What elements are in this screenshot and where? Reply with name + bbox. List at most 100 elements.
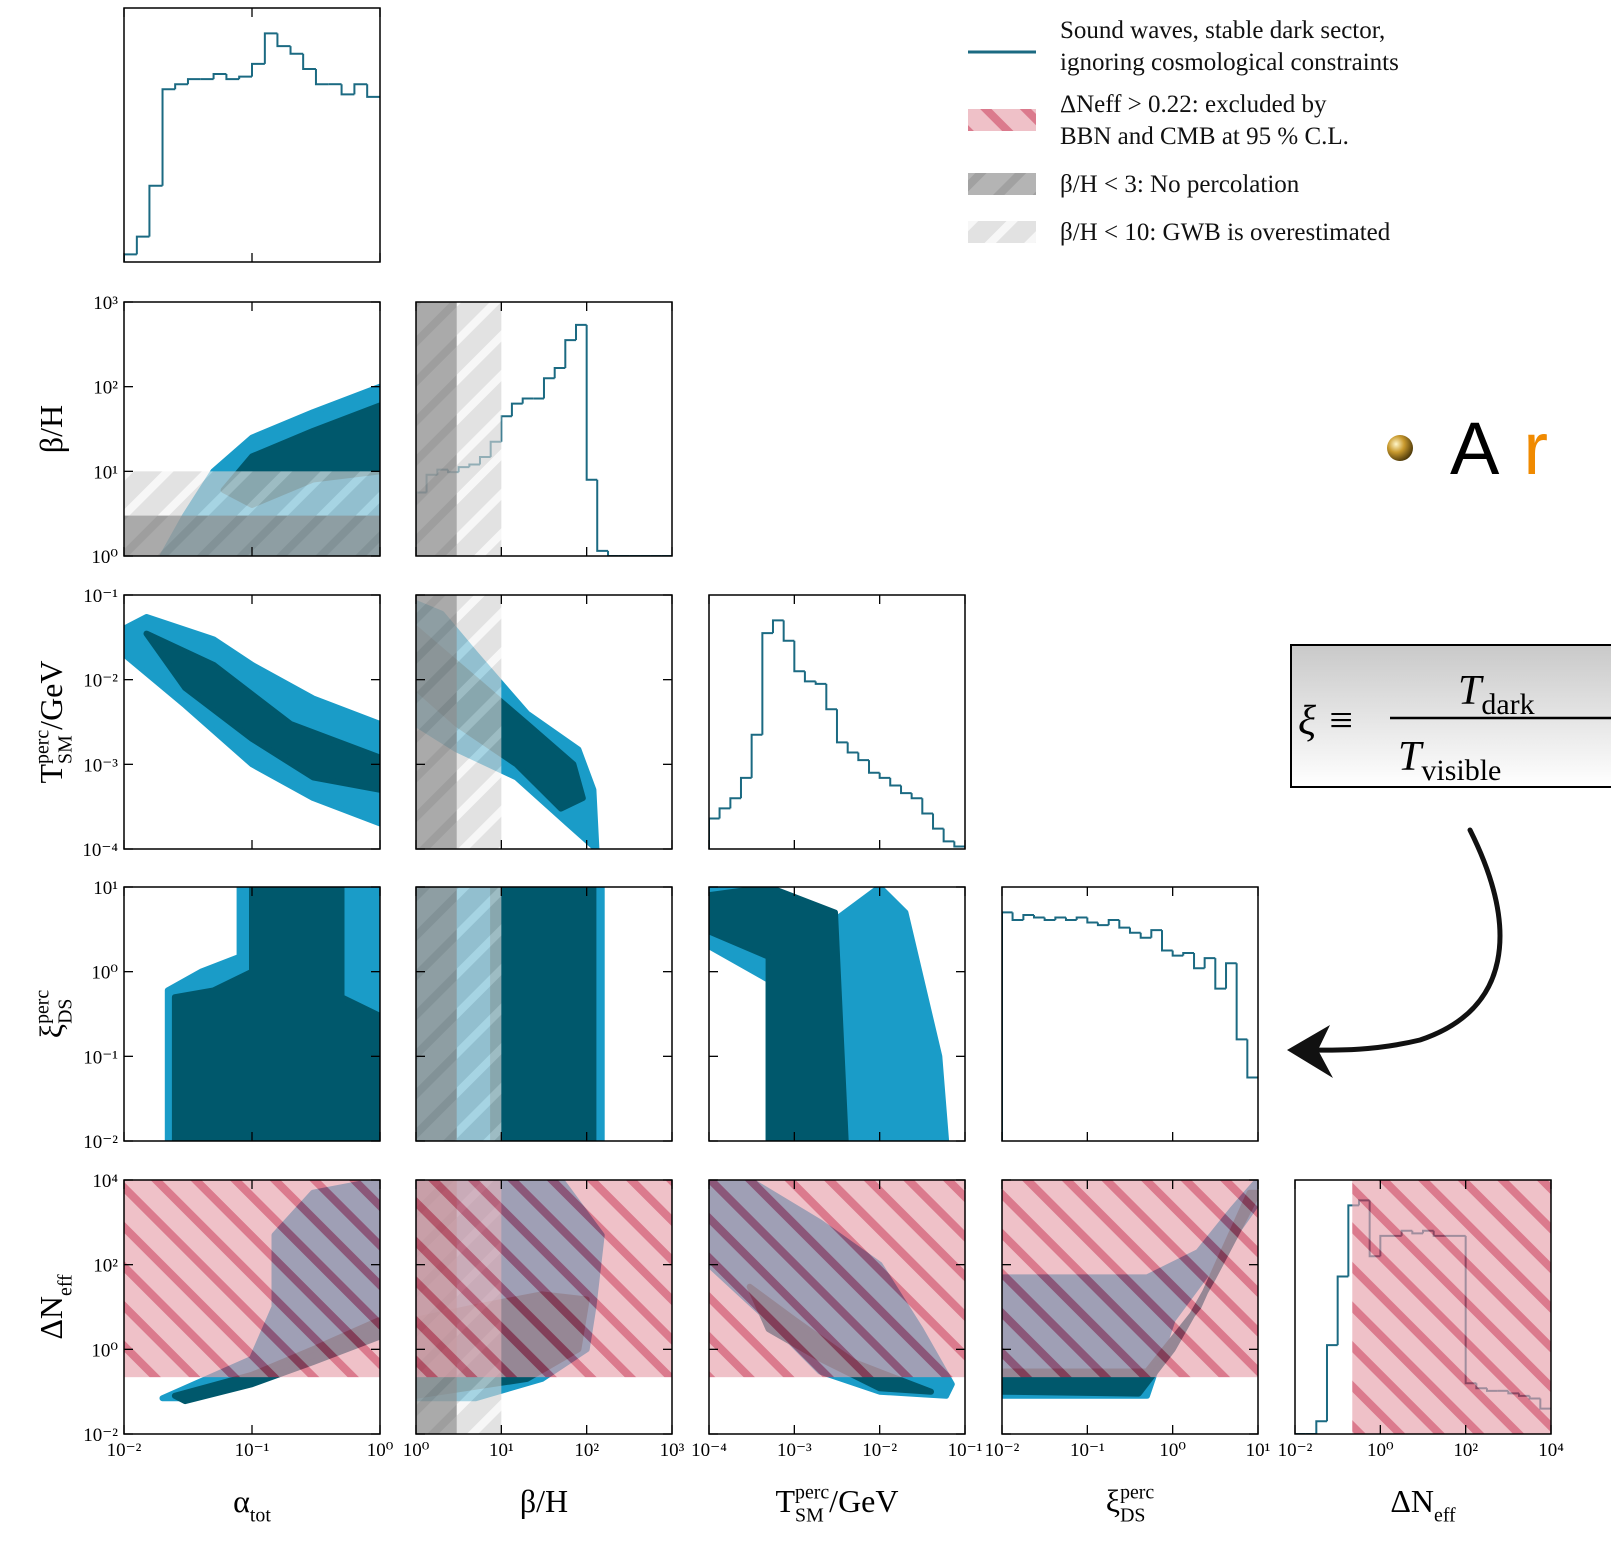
y-axis-label: β/H bbox=[33, 405, 69, 453]
hist-step bbox=[263, 32, 278, 64]
y-tick-label: 10⁻² bbox=[83, 1132, 118, 1153]
hist-step bbox=[878, 772, 891, 779]
histogram bbox=[709, 619, 965, 849]
y-tick-label: 10² bbox=[93, 378, 118, 399]
x-tick-label: 10⁴ bbox=[1538, 1440, 1564, 1461]
hist-step bbox=[553, 367, 566, 379]
supscript: perc bbox=[32, 730, 54, 764]
label-part: ΔN bbox=[1390, 1483, 1434, 1519]
x-tick-label: 10¹ bbox=[1246, 1440, 1271, 1461]
hist-step bbox=[857, 752, 870, 762]
panel-frame bbox=[708, 594, 966, 850]
hist-step bbox=[889, 777, 902, 787]
hist-step bbox=[739, 776, 752, 799]
hist-step bbox=[276, 33, 291, 48]
hist-step bbox=[1107, 919, 1120, 926]
hist-step bbox=[814, 681, 827, 685]
heading-word: r bbox=[1523, 407, 1548, 490]
x-tick-label: 10⁻¹ bbox=[948, 1440, 983, 1461]
x-tick-label: 10⁻² bbox=[1278, 1440, 1313, 1461]
hist-step bbox=[1315, 1420, 1327, 1434]
hist-step bbox=[212, 73, 227, 80]
hist-step bbox=[1118, 920, 1130, 929]
y-tick-label: 10⁻² bbox=[83, 671, 118, 692]
y-tick-label: 10⁰ bbox=[91, 1340, 118, 1361]
label-part: β/H bbox=[520, 1483, 568, 1519]
hist-step bbox=[1022, 913, 1034, 921]
label-part: /GeV bbox=[33, 661, 69, 730]
hist-step bbox=[729, 797, 741, 809]
legend-label: ignoring cosmological constraints bbox=[1060, 49, 1399, 76]
hist-step bbox=[596, 479, 609, 552]
label-part: T bbox=[776, 1483, 796, 1519]
hist-step bbox=[1182, 952, 1195, 956]
contour-panel bbox=[124, 614, 380, 827]
subscript: eff bbox=[1434, 1505, 1456, 1527]
exclusion-region bbox=[416, 887, 457, 1141]
formula-lhs: ξ ≡ bbox=[1298, 698, 1355, 744]
hist-step bbox=[900, 785, 912, 795]
x-tick-label: 10⁰ bbox=[367, 1440, 394, 1461]
x-tick-label: 10⁻² bbox=[107, 1440, 142, 1461]
hist-step bbox=[1235, 963, 1248, 1041]
hist-step bbox=[1214, 958, 1227, 990]
formula-numerator: Tdark bbox=[1458, 668, 1535, 721]
x-tick-label: 10⁰ bbox=[1367, 1440, 1394, 1461]
label-part: α bbox=[233, 1483, 250, 1519]
contour-level bbox=[171, 887, 380, 1141]
hist-step bbox=[251, 62, 265, 77]
hist-step bbox=[868, 760, 880, 774]
hist-step bbox=[575, 323, 587, 341]
y-tick-label: 10⁰ bbox=[91, 963, 118, 984]
exclusion-region bbox=[416, 595, 457, 849]
hist-step bbox=[1203, 957, 1216, 969]
subscript: DS bbox=[55, 999, 77, 1024]
hist-step bbox=[709, 817, 720, 849]
y-tick-label: 10⁻² bbox=[83, 1425, 118, 1446]
hist-step bbox=[825, 683, 837, 711]
y-tick-label: 10⁴ bbox=[92, 1171, 118, 1192]
hist-step bbox=[1171, 950, 1184, 957]
hist-step bbox=[124, 253, 137, 262]
hist-step bbox=[1054, 916, 1066, 921]
hist-step bbox=[314, 68, 329, 86]
hist-step bbox=[1086, 917, 1098, 924]
panel-frame bbox=[415, 1179, 673, 1435]
y-tick-label: 10⁻¹ bbox=[83, 586, 118, 607]
arrow-head bbox=[1287, 1025, 1333, 1078]
legend-label: Sound waves, stable dark sector, bbox=[1060, 17, 1385, 44]
label-part: /GeV bbox=[829, 1483, 898, 1519]
hist-step bbox=[1011, 912, 1024, 922]
x-tick-label: 10² bbox=[1453, 1440, 1478, 1461]
legend-swatch bbox=[968, 221, 1036, 243]
hist-step bbox=[1075, 916, 1088, 921]
panel-frame bbox=[415, 301, 673, 557]
hist-step bbox=[174, 83, 188, 90]
y-tick-label: 10⁻³ bbox=[83, 755, 118, 776]
hist-step bbox=[521, 397, 534, 404]
symbol: T bbox=[1398, 734, 1424, 780]
supscript: perc bbox=[1120, 1482, 1154, 1504]
hist-step bbox=[718, 807, 731, 819]
histogram bbox=[1002, 911, 1258, 1141]
hist-step bbox=[289, 46, 304, 55]
label-part: ΔN bbox=[33, 1296, 69, 1340]
x-tick-label: 10⁻¹ bbox=[1070, 1440, 1105, 1461]
panel-frame bbox=[708, 1179, 966, 1435]
subscript: eff bbox=[55, 1274, 77, 1296]
x-axis-label: ΔNeff bbox=[1390, 1483, 1456, 1527]
hist-step bbox=[1128, 927, 1141, 934]
x-tick-label: 10⁻¹ bbox=[235, 1440, 270, 1461]
hist-step bbox=[910, 793, 923, 800]
contour-panel bbox=[164, 887, 380, 1141]
x-tick-label: 10⁰ bbox=[1159, 1440, 1186, 1461]
hist-step bbox=[1064, 917, 1077, 922]
contour-panel bbox=[709, 887, 950, 1141]
hist-step bbox=[835, 709, 848, 744]
x-tick-label: 10² bbox=[574, 1440, 599, 1461]
panel-frame bbox=[708, 886, 966, 1142]
hist-step bbox=[1225, 962, 1237, 989]
subscript: dark bbox=[1481, 688, 1534, 721]
